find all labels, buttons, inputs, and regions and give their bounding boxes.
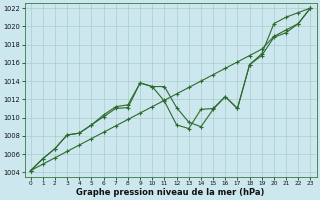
X-axis label: Graphe pression niveau de la mer (hPa): Graphe pression niveau de la mer (hPa) [76,188,265,197]
